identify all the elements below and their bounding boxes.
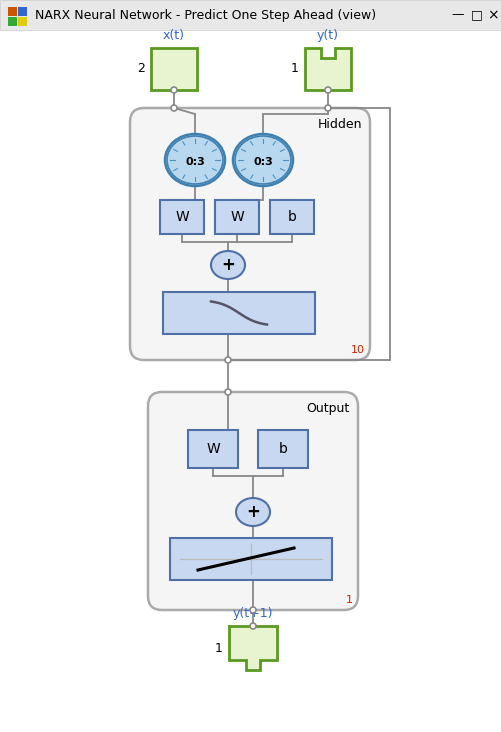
- Circle shape: [171, 87, 177, 93]
- Ellipse shape: [167, 136, 222, 184]
- Text: 1: 1: [291, 62, 299, 75]
- Text: b: b: [278, 442, 287, 456]
- Text: NARX Neural Network - Predict One Step Ahead (view): NARX Neural Network - Predict One Step A…: [35, 9, 375, 21]
- Text: □: □: [470, 9, 482, 21]
- Polygon shape: [228, 626, 277, 670]
- FancyBboxPatch shape: [148, 392, 357, 610]
- Text: Hidden: Hidden: [317, 118, 361, 131]
- Text: W: W: [229, 210, 243, 224]
- Ellipse shape: [235, 498, 270, 526]
- Circle shape: [171, 105, 177, 111]
- Text: x(t): x(t): [163, 29, 185, 42]
- Text: b: b: [287, 210, 296, 224]
- Ellipse shape: [210, 251, 244, 279]
- Bar: [8, 7, 17, 16]
- Bar: [258, 430, 308, 468]
- Bar: [160, 200, 203, 234]
- Text: —: —: [451, 9, 463, 21]
- Text: +: +: [220, 256, 234, 274]
- Bar: [0, 0, 501, 30]
- Text: ×: ×: [486, 8, 498, 22]
- Text: 2: 2: [137, 62, 145, 75]
- FancyBboxPatch shape: [130, 108, 369, 360]
- Circle shape: [324, 105, 330, 111]
- Text: 0:3: 0:3: [253, 157, 273, 167]
- Text: 1: 1: [215, 641, 222, 654]
- Bar: [163, 292, 314, 334]
- Text: 1: 1: [345, 595, 352, 605]
- Text: 0:3: 0:3: [185, 157, 204, 167]
- Bar: [18, 17, 27, 26]
- Circle shape: [249, 623, 256, 629]
- Bar: [188, 430, 237, 468]
- Text: 10: 10: [350, 345, 364, 355]
- Bar: [214, 200, 259, 234]
- Bar: [270, 200, 313, 234]
- Circle shape: [224, 389, 230, 395]
- Ellipse shape: [165, 134, 224, 186]
- Text: W: W: [206, 442, 219, 456]
- Text: y(t+1): y(t+1): [232, 607, 273, 620]
- Bar: [170, 538, 331, 580]
- Circle shape: [224, 357, 230, 363]
- Circle shape: [324, 87, 330, 93]
- Text: W: W: [175, 210, 188, 224]
- Bar: [18, 7, 27, 16]
- Text: +: +: [245, 503, 260, 521]
- Polygon shape: [305, 48, 350, 90]
- Ellipse shape: [232, 134, 293, 186]
- Text: Output: Output: [306, 402, 349, 415]
- Bar: [8, 17, 17, 26]
- Text: y(t): y(t): [316, 29, 338, 42]
- Bar: [151, 48, 196, 90]
- Ellipse shape: [234, 136, 291, 184]
- Circle shape: [249, 607, 256, 613]
